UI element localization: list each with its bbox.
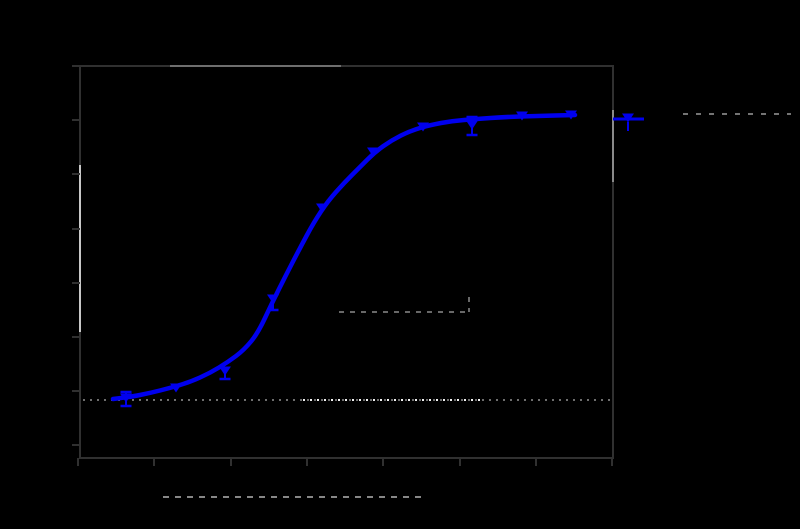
legend-series-marker <box>622 113 634 123</box>
data-point-marker <box>170 383 182 393</box>
fit-curve <box>110 112 578 402</box>
data-point-marker <box>516 111 528 121</box>
data-point-marker <box>417 122 429 132</box>
data-point-marker <box>316 203 328 213</box>
data-point-marker <box>267 294 279 304</box>
data-point-marker <box>367 147 379 157</box>
data-point-marker <box>120 393 132 403</box>
data-point-marker <box>565 110 577 120</box>
data-point-marker <box>219 366 231 376</box>
data-point-marker <box>466 120 478 130</box>
